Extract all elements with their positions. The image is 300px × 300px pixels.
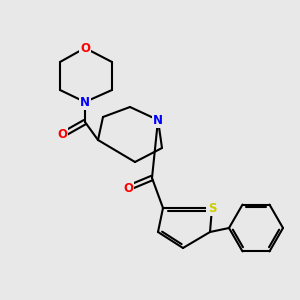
Text: N: N: [80, 95, 90, 109]
Text: O: O: [80, 41, 90, 55]
Text: O: O: [57, 128, 67, 142]
Text: O: O: [123, 182, 133, 194]
Text: N: N: [153, 113, 163, 127]
Text: S: S: [208, 202, 216, 214]
